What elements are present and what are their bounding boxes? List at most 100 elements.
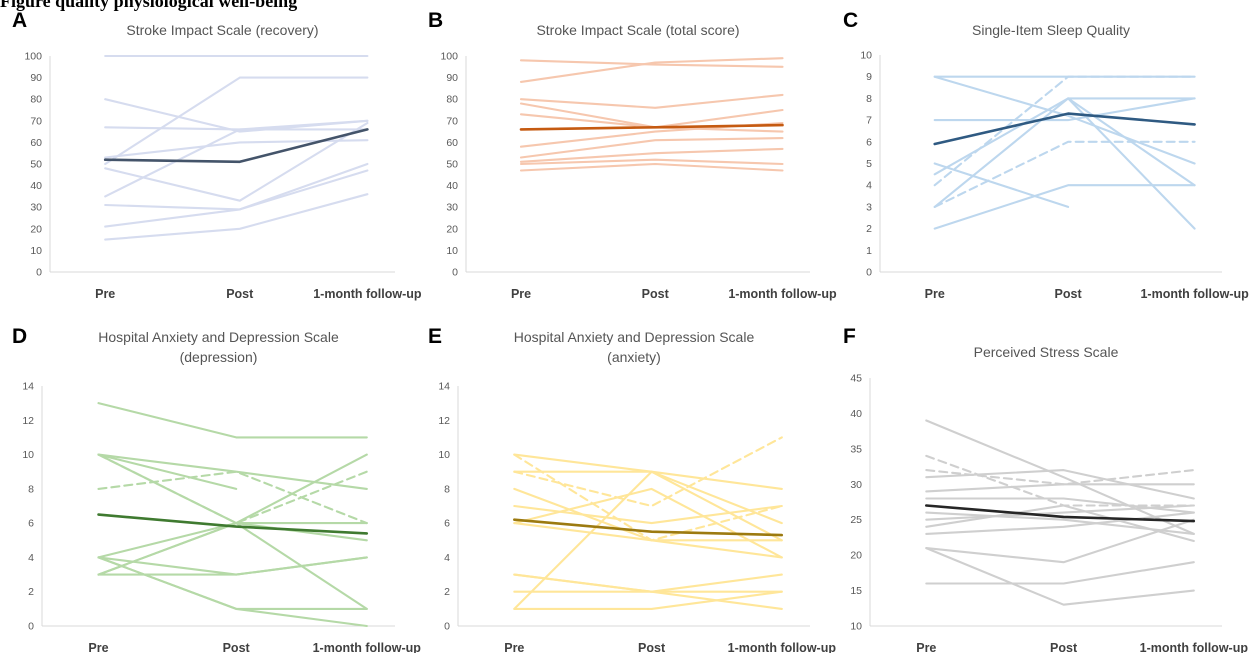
series-line	[519, 93, 784, 109]
y-tick-label: 60	[446, 137, 458, 149]
y-tick-label: 70	[446, 115, 458, 127]
y-tick-label: 15	[850, 585, 862, 597]
y-tick-label: 20	[850, 550, 862, 562]
y-tick-label: 0	[444, 621, 450, 633]
y-tick-label: 8	[444, 483, 450, 495]
y-tick-label: 40	[850, 408, 862, 420]
mean-series-line	[519, 123, 784, 131]
y-tick-label: 10	[30, 245, 42, 257]
x-tick-label: Post	[223, 641, 251, 653]
y-tick-label: 100	[24, 51, 42, 63]
x-tick-label: 1-month follow-up	[728, 287, 837, 301]
x-tick-label: Post	[226, 287, 254, 301]
chart-panel-d: D Hospital Anxiety and Depression Scale (d…	[12, 325, 421, 653]
figure-caption: Figure quality physiological well-being	[0, 0, 298, 11]
x-tick-label: Pre	[88, 641, 108, 653]
series-line	[519, 57, 784, 83]
series-line	[104, 162, 369, 228]
y-tick-label: 6	[444, 518, 450, 530]
y-tick-label: 20	[446, 223, 458, 235]
y-tick-label: 10	[438, 449, 450, 461]
y-tick-label: 30	[850, 479, 862, 491]
x-tick-label: Pre	[925, 287, 945, 301]
x-tick-label: Pre	[504, 641, 524, 653]
x-tick-label: Post	[1050, 641, 1078, 653]
chart-panel-e: E Hospital Anxiety and Depression Scale (a…	[428, 325, 836, 653]
y-tick-label: 6	[28, 518, 34, 530]
dashed-series-line	[925, 469, 1195, 486]
x-tick-label: 1-month follow-up	[1140, 287, 1249, 301]
y-tick-label: 2	[444, 586, 450, 598]
dashed-series-line	[97, 470, 368, 525]
y-tick-label: 14	[438, 381, 450, 393]
mean-series-line	[512, 518, 784, 537]
series-line	[97, 522, 368, 576]
y-tick-label: 25	[850, 514, 862, 526]
y-tick-label: 4	[866, 180, 872, 192]
series-line	[104, 121, 369, 202]
x-tick-label: 1-month follow-up	[1140, 641, 1249, 653]
series-line	[519, 59, 784, 68]
series-line	[933, 97, 1196, 122]
series-line	[519, 162, 784, 172]
y-tick-label: 10	[860, 50, 872, 62]
series-line	[513, 590, 783, 610]
y-tick-label: 30	[446, 202, 458, 214]
chart-title: Hospital Anxiety and Depression Scale	[514, 329, 755, 345]
y-tick-label: 6	[866, 136, 872, 148]
y-tick-label: 5	[866, 158, 872, 170]
series-line	[513, 573, 783, 593]
y-tick-label: 0	[28, 621, 34, 633]
y-tick-label: 0	[866, 267, 872, 279]
y-tick-label: 20	[30, 223, 42, 235]
y-tick-label: 45	[850, 373, 862, 385]
x-tick-label: Pre	[916, 641, 936, 653]
y-tick-label: 7	[866, 115, 872, 127]
y-tick-label: 70	[30, 115, 42, 127]
mean-series-line	[97, 513, 369, 535]
y-tick-label: 4	[28, 552, 34, 564]
x-tick-label: 1-month follow-up	[313, 287, 422, 301]
y-tick-label: 40	[30, 180, 42, 192]
series-line	[519, 137, 784, 159]
chart-panel-c: C Single-Item Sleep Quality 0 1 2 3 4 5 6 7 8 9 10 Pr…	[843, 9, 1249, 301]
x-tick-label: Post	[1055, 287, 1083, 301]
y-tick-label: 12	[438, 415, 450, 427]
series-line	[97, 453, 368, 559]
chart-panel-f: F Perceived Stress Scale 10 15 20 25 30 35 40 45 P…	[843, 325, 1248, 653]
dashed-series-line	[933, 140, 1196, 208]
y-tick-label: 10	[850, 621, 862, 633]
dashed-series-line	[933, 75, 1196, 187]
y-tick-label: 8	[28, 483, 34, 495]
series-line	[925, 504, 1195, 521]
x-tick-label: Pre	[95, 287, 115, 301]
series-line	[104, 76, 369, 166]
chart-title: Perceived Stress Scale	[974, 344, 1119, 360]
series-line	[97, 453, 238, 490]
mean-series-line	[924, 504, 1196, 523]
series-line	[925, 518, 1195, 564]
y-tick-label: 80	[446, 94, 458, 106]
y-tick-label: 12	[22, 415, 34, 427]
panel-letter: A	[12, 9, 27, 32]
y-tick-label: 4	[444, 552, 450, 564]
chart-panel-b: B Stroke Impact Scale (total score) 0 10 20 3…	[428, 9, 837, 301]
y-tick-label: 0	[452, 267, 458, 279]
panel-letter: F	[843, 325, 856, 348]
y-tick-label: 60	[30, 137, 42, 149]
chart-title: Single-Item Sleep Quality	[972, 22, 1130, 38]
series-line	[513, 504, 783, 525]
x-tick-label: Post	[638, 641, 666, 653]
y-tick-label: 35	[850, 443, 862, 455]
series-line	[519, 147, 784, 163]
dashed-series-line	[925, 454, 1195, 507]
series-line	[1067, 97, 1196, 230]
x-tick-label: 1-month follow-up	[313, 641, 422, 653]
x-tick-label: Pre	[511, 287, 531, 301]
series-line	[104, 98, 369, 133]
panel-letter: D	[12, 325, 27, 348]
series-line	[97, 556, 368, 628]
y-tick-label: 50	[30, 159, 42, 171]
series-line	[925, 561, 1195, 585]
